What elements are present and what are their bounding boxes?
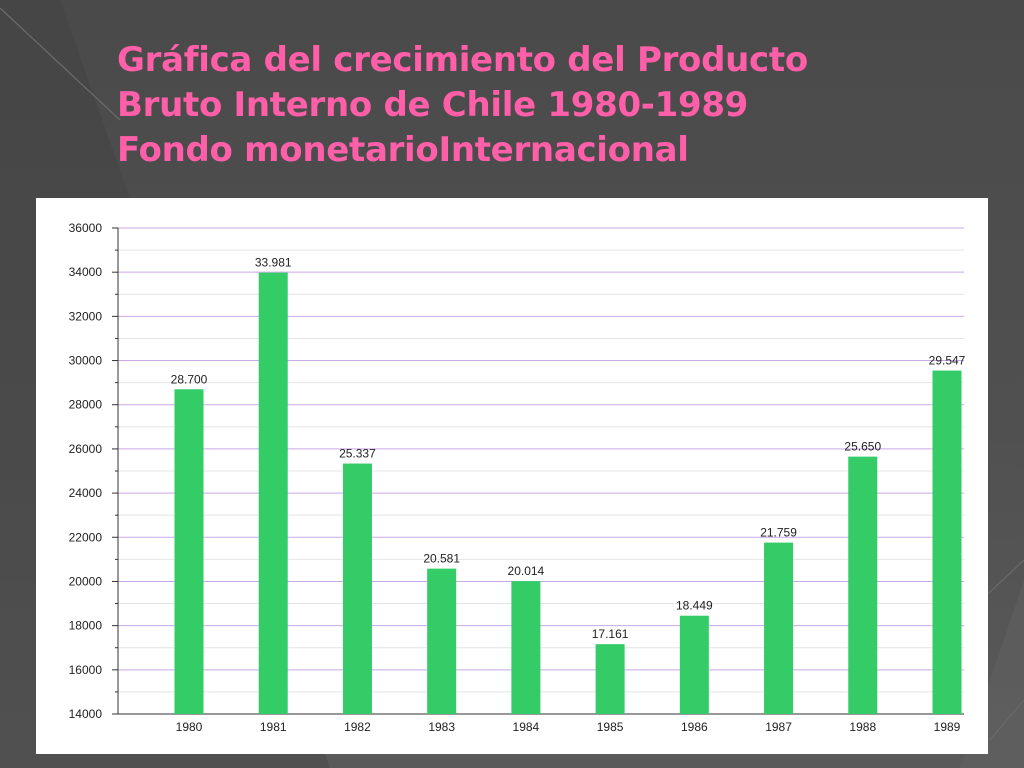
bar [764, 542, 794, 714]
bar-value-label: 17.161 [592, 627, 629, 641]
bar [848, 456, 878, 714]
bar-value-label: 28.700 [171, 372, 208, 386]
axis-layer: 14000 16000 18000 20000 22000 24000 26000 28000… [69, 221, 964, 721]
bar-value-label: 20.581 [423, 552, 460, 566]
bar-value-label: 18.449 [676, 599, 713, 613]
bar-layer [174, 272, 962, 714]
bar-chart: 14000 16000 18000 20000 22000 24000 26000 28000… [69, 221, 966, 734]
bar-value-label: 20.014 [508, 564, 545, 578]
bar [427, 568, 457, 714]
y-tick-label: 22000 [69, 530, 103, 544]
bar-value-label: 25.337 [339, 447, 376, 461]
bar-value-label: 29.547 [929, 354, 966, 368]
x-tick-label: 1989 [934, 720, 961, 734]
y-tick-label: 14000 [69, 707, 103, 721]
bar-value-label: 33.981 [255, 256, 292, 270]
slide-title: Gráfica del crecimiento del Producto Bru… [117, 38, 977, 173]
x-tick-label: 1985 [597, 720, 624, 734]
y-tick-label: 30000 [69, 354, 103, 368]
x-tick-label: 1986 [681, 720, 708, 734]
x-tick-label: 1987 [765, 720, 792, 734]
y-tick-label: 16000 [69, 663, 103, 677]
x-tick-label: 1983 [428, 720, 455, 734]
x-tick-label: 1982 [344, 720, 371, 734]
bar [679, 615, 709, 714]
x-tick-label: 1988 [849, 720, 876, 734]
y-tick-label: 32000 [69, 309, 103, 323]
y-tick-label: 24000 [69, 486, 103, 500]
bar [258, 272, 288, 714]
bar [595, 644, 625, 714]
y-tick-label: 36000 [69, 221, 103, 235]
grid-layer [118, 227, 964, 693]
bar-value-label: 25.650 [844, 440, 881, 454]
y-tick-label: 34000 [69, 265, 103, 279]
y-tick-label: 28000 [69, 398, 103, 412]
x-tick-label: 1980 [176, 720, 203, 734]
y-tick-label: 26000 [69, 442, 103, 456]
chart-panel: 14000 16000 18000 20000 22000 24000 26000 28000… [36, 198, 988, 754]
slide-title-line-3: Fondo monetarioInternacional [117, 130, 689, 170]
slide-title-line-1: Gráfica del crecimiento del Producto [117, 40, 808, 80]
bar [174, 389, 204, 714]
bar [342, 463, 372, 714]
x-tick-label: 1981 [260, 720, 287, 734]
label-layer: 28.700 1980 33.981 1981 25.337 1982 20.581 1983… [171, 256, 966, 734]
bar [511, 581, 541, 714]
y-tick-label: 18000 [69, 619, 103, 633]
slide-title-line-2: Bruto Interno de Chile 1980-1989 [117, 85, 749, 125]
bar [932, 370, 962, 714]
y-tick-label: 20000 [69, 574, 103, 588]
bar-value-label: 21.759 [760, 526, 797, 540]
x-tick-label: 1984 [513, 720, 540, 734]
